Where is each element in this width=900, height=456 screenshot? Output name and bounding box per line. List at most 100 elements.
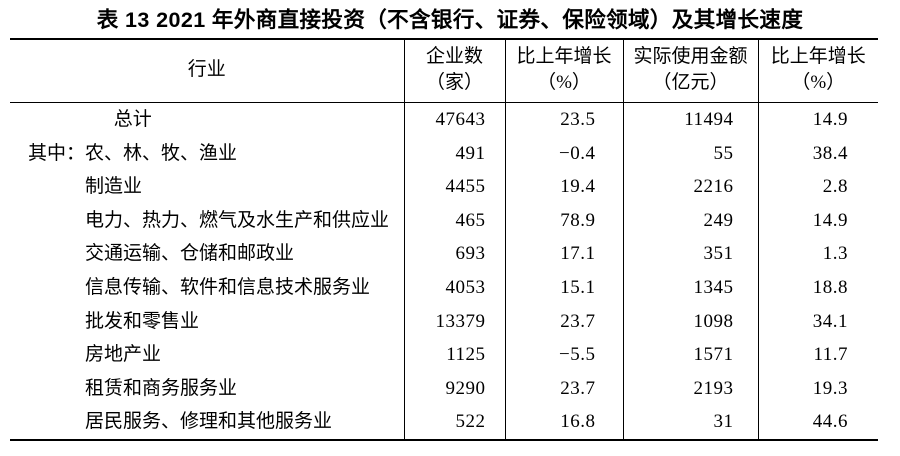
page-title: 表 13 2021 年外商直接投资（不含银行、证券、保险领域）及其增长速度 <box>96 8 804 32</box>
industry-label: 总计 <box>113 109 152 130</box>
cell-enterprises-value: 1125 <box>446 344 486 366</box>
table-row: 其中：农、林、牧、渔业 491 −0.4 55 38.4 <box>10 136 878 171</box>
cell-enterprises-growth-value: −0.4 <box>559 142 596 164</box>
cell-enterprises-value: 522 <box>455 411 486 433</box>
industry-label: 其中：农、林、牧、渔业 <box>28 142 238 164</box>
column-header-amount-line1: 实际使用金额 <box>633 46 748 67</box>
cell-enterprises-growth: −0.4 <box>504 136 623 171</box>
cell-enterprises: 1125 <box>403 338 505 372</box>
cell-amount: 11494 <box>622 102 758 137</box>
cell-amount: 1098 <box>622 304 758 339</box>
cell-enterprises: 9290 <box>403 371 505 406</box>
cell-enterprises-growth: 16.8 <box>504 405 623 441</box>
table-row: 电力、热力、燃气及水生产和供应业 465 78.9 249 14.9 <box>10 203 878 238</box>
cell-industry: 租赁和商务服务业 <box>10 372 404 406</box>
cell-amount-growth: 14.9 <box>757 102 878 137</box>
cell-enterprises-growth: 23.7 <box>504 371 623 406</box>
cell-enterprises-growth-value: 17.1 <box>560 243 596 265</box>
cell-amount-value: 249 <box>703 209 734 231</box>
column-header-enterprises-line1: 企业数 <box>425 46 483 67</box>
column-header-enterprises-growth-line2: （%） <box>537 72 591 93</box>
cell-amount-growth: 18.8 <box>757 270 878 305</box>
cell-amount-growth: 44.6 <box>757 405 878 441</box>
cell-enterprises: 522 <box>403 405 505 441</box>
cell-enterprises: 13379 <box>403 304 505 339</box>
column-header-amount: 实际使用金额 （亿元） <box>622 38 758 103</box>
table-row: 居民服务、修理和其他服务业 522 16.8 31 44.6 <box>10 405 878 441</box>
industry-label: 居民服务、修理和其他服务业 <box>85 411 333 433</box>
cell-amount: 2216 <box>622 170 758 204</box>
table-row: 交通运输、仓储和邮政业 693 17.1 351 1.3 <box>10 237 878 271</box>
cell-amount-growth-value: 1.3 <box>822 243 848 265</box>
cell-industry: 信息传输、软件和信息技术服务业 <box>10 271 404 305</box>
industry-label: 房地产业 <box>85 344 162 366</box>
cell-amount-growth-value: 11.7 <box>813 344 848 366</box>
table-row: 租赁和商务服务业 9290 23.7 2193 19.3 <box>10 371 878 406</box>
cell-amount: 31 <box>622 405 758 441</box>
column-header-amount-growth: 比上年增长 （%） <box>757 38 878 103</box>
statistics-table-wrapper: 行业 企业数 （家） 比上年增长 （%） 实际使用金额 （亿元） <box>10 38 878 441</box>
cell-amount-growth: 34.1 <box>757 304 878 339</box>
cell-amount-growth-value: 18.8 <box>812 276 848 298</box>
cell-amount-growth-value: 19.3 <box>812 377 848 399</box>
cell-enterprises-growth: 17.1 <box>504 237 623 271</box>
cell-enterprises-value: 9290 <box>445 377 486 399</box>
column-header-amount-line2: （亿元） <box>652 72 729 93</box>
cell-amount-growth-value: 14.9 <box>812 109 848 130</box>
cell-amount-value: 2216 <box>693 176 734 198</box>
cell-enterprises: 4053 <box>403 270 505 305</box>
cell-industry: 制造业 <box>10 170 404 204</box>
cell-enterprises-growth-value: 16.8 <box>560 411 596 433</box>
cell-amount: 2193 <box>622 371 758 406</box>
industry-label: 信息传输、软件和信息技术服务业 <box>85 276 371 298</box>
cell-industry: 批发和零售业 <box>10 305 404 339</box>
statistics-table: 行业 企业数 （家） 比上年增长 （%） 实际使用金额 （亿元） <box>10 38 878 441</box>
cell-industry: 居民服务、修理和其他服务业 <box>10 405 404 441</box>
cell-amount-value: 31 <box>713 411 734 433</box>
cell-amount: 249 <box>622 203 758 238</box>
cell-amount-value: 1345 <box>693 276 734 298</box>
cell-enterprises-value: 491 <box>455 142 486 164</box>
cell-enterprises: 4455 <box>403 170 505 204</box>
cell-amount-value: 55 <box>713 142 734 164</box>
column-header-amount-growth-line2: （%） <box>791 72 846 93</box>
column-header-enterprises-growth-line1: 比上年增长 <box>516 46 612 67</box>
column-header-enterprises-line2: （家） <box>425 72 483 93</box>
cell-amount-growth-value: 38.4 <box>812 142 848 164</box>
cell-amount-value: 1098 <box>693 310 734 332</box>
cell-enterprises: 693 <box>403 237 505 271</box>
column-header-industry-line1: 行业 <box>187 59 226 80</box>
table-row: 房地产业 1125 −5.5 1571 11.7 <box>10 338 878 372</box>
cell-amount-growth: 2.8 <box>757 170 878 204</box>
cell-enterprises-value: 465 <box>455 209 486 231</box>
column-header-amount-growth-line1: 比上年增长 <box>770 46 866 67</box>
cell-enterprises-value: 4455 <box>445 176 486 198</box>
table-body: 总计 47643 23.5 11494 14.9 其中：农、林、牧、渔业 491 −0.4 55… <box>10 102 878 441</box>
cell-enterprises-growth: 78.9 <box>504 203 623 238</box>
cell-enterprises-growth-value: 23.7 <box>560 310 596 332</box>
cell-enterprises-growth: −5.5 <box>504 338 623 372</box>
cell-amount-value: 351 <box>703 243 734 265</box>
cell-amount: 351 <box>622 237 758 271</box>
industry-label: 制造业 <box>85 176 143 198</box>
column-header-industry: 行业 <box>10 38 404 103</box>
cell-enterprises-growth-value: 23.7 <box>560 377 596 399</box>
cell-amount-growth: 1.3 <box>757 237 878 271</box>
cell-enterprises-value: 693 <box>455 243 486 265</box>
cell-enterprises-growth: 23.7 <box>504 304 623 339</box>
cell-enterprises-value: 47643 <box>435 109 486 130</box>
cell-enterprises-value: 13379 <box>435 310 486 332</box>
table-header: 行业 企业数 （家） 比上年增长 （%） 实际使用金额 （亿元） <box>10 38 878 103</box>
cell-enterprises-growth: 15.1 <box>504 270 623 305</box>
cell-enterprises-growth-value: 19.4 <box>560 176 596 198</box>
column-header-enterprises-growth: 比上年增长 （%） <box>504 38 623 103</box>
cell-amount-growth: 11.7 <box>757 338 878 372</box>
table-row: 信息传输、软件和信息技术服务业 4053 15.1 1345 18.8 <box>10 270 878 305</box>
column-header-enterprises: 企业数 （家） <box>403 38 505 103</box>
industry-label: 电力、热力、燃气及水生产和供应业 <box>85 209 390 231</box>
cell-enterprises-growth-value: −5.5 <box>559 344 596 366</box>
cell-enterprises-growth-value: 23.5 <box>560 109 596 130</box>
cell-enterprises: 491 <box>403 136 505 171</box>
cell-amount-growth: 38.4 <box>757 136 878 171</box>
